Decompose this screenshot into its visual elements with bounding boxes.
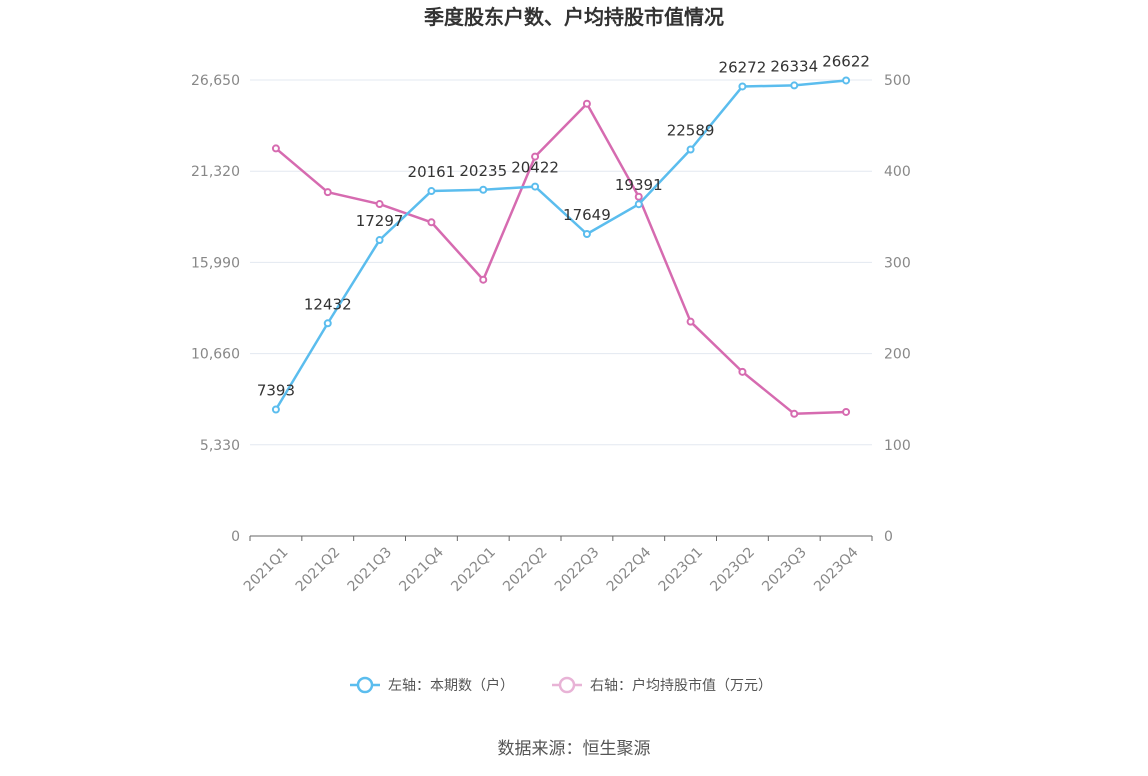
data-point[interactable] [582, 230, 591, 239]
legend-marker [558, 676, 576, 694]
data-label: 17649 [563, 206, 611, 224]
data-label: 20161 [408, 163, 456, 181]
data-label: 7393 [257, 382, 295, 400]
data-point[interactable] [738, 367, 747, 376]
right-tick-label: 200 [884, 347, 911, 363]
x-tick-label: 2023Q4 [811, 544, 862, 595]
data-label: 20235 [459, 162, 507, 180]
data-point[interactable] [634, 192, 643, 201]
data-point[interactable] [375, 236, 384, 245]
x-tick-label: 2023Q1 [656, 544, 707, 595]
data-point[interactable] [842, 76, 851, 85]
data-point[interactable] [738, 82, 747, 91]
data-label: 19391 [615, 176, 663, 194]
x-tick-label: 2022Q4 [604, 544, 655, 595]
data-point[interactable] [790, 409, 799, 418]
source-note: 数据来源：恒生聚源 [498, 739, 651, 759]
legend-label: 右轴：户均持股市值（万元） [590, 677, 772, 694]
legend-label: 左轴：本期数（户） [388, 677, 514, 694]
data-point[interactable] [323, 319, 332, 328]
data-point[interactable] [271, 144, 280, 153]
series-lines [271, 76, 851, 418]
data-point[interactable] [323, 188, 332, 197]
data-point[interactable] [375, 200, 384, 209]
data-label: 17297 [356, 212, 404, 230]
left-tick-label: 21,320 [191, 164, 240, 180]
legend-marker [356, 676, 374, 694]
x-tick-label: 2021Q3 [345, 544, 396, 595]
x-tick-label: 2022Q2 [500, 544, 551, 595]
series-line-0 [274, 79, 847, 411]
data-point[interactable] [790, 81, 799, 90]
data-point[interactable] [531, 182, 540, 191]
data-point[interactable] [479, 275, 488, 284]
data-point[interactable] [582, 99, 591, 108]
left-tick-label: 5,330 [200, 438, 240, 454]
right-tick-label: 400 [884, 164, 911, 180]
legend[interactable]: 左轴：本期数（户） 右轴：户均持股市值（万元） [350, 676, 772, 694]
right-tick-label: 500 [884, 73, 911, 89]
left-tick-label: 0 [231, 529, 240, 545]
grid [250, 79, 872, 446]
data-point[interactable] [479, 185, 488, 194]
x-tick-label: 2021Q1 [241, 544, 292, 595]
data-label: 22589 [667, 121, 715, 139]
left-tick-label: 10,660 [191, 347, 240, 363]
x-tick-label: 2022Q1 [448, 544, 499, 595]
data-point[interactable] [427, 187, 436, 196]
x-tick-label: 2023Q3 [759, 544, 810, 595]
left-axis: 0 5,330 10,660 15,990 21,320 26,650 [191, 73, 240, 545]
series-line-1 [275, 102, 847, 416]
legend-item-0[interactable]: 左轴：本期数（户） [350, 676, 514, 694]
x-tick-label: 2023Q2 [707, 544, 758, 595]
legend-item-1[interactable]: 右轴：户均持股市值（万元） [552, 676, 772, 694]
data-point[interactable] [842, 407, 851, 416]
right-axis: 0 100 200 300 400 500 [884, 73, 911, 545]
x-tick-label: 2021Q2 [293, 544, 344, 595]
data-label: 26334 [770, 57, 818, 75]
data-label: 26622 [822, 52, 870, 70]
right-tick-label: 0 [884, 529, 893, 545]
data-point[interactable] [634, 200, 643, 209]
x-axis: 2021Q1 2021Q2 2021Q3 2021Q4 2022Q1 2022Q2 2022… [241, 535, 873, 595]
data-point[interactable] [427, 218, 436, 227]
chart-title: 季度股东户数、户均持股市值情况 [423, 5, 724, 29]
data-point[interactable] [686, 317, 695, 326]
right-tick-label: 100 [884, 438, 911, 454]
data-point[interactable] [531, 152, 540, 161]
data-label: 26272 [719, 58, 767, 76]
left-tick-label: 15,990 [191, 255, 240, 271]
x-tick-label: 2021Q4 [396, 544, 447, 595]
data-label: 12432 [304, 295, 352, 313]
x-tick-label: 2022Q3 [552, 544, 603, 595]
data-label: 20422 [511, 159, 559, 177]
data-point[interactable] [686, 145, 695, 154]
left-tick-label: 26,650 [191, 73, 240, 89]
right-tick-label: 300 [884, 255, 911, 271]
data-point[interactable] [271, 405, 280, 414]
